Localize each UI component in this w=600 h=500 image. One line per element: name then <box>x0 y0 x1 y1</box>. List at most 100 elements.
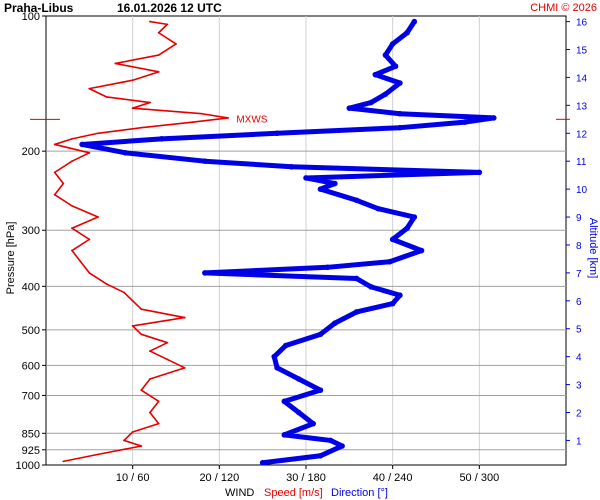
speed-point <box>71 227 73 230</box>
altitude-tick-label: 15 <box>576 46 588 57</box>
direction-point <box>404 225 410 232</box>
direction-point <box>476 169 483 176</box>
direction-point <box>281 398 288 405</box>
speed-point <box>131 325 134 327</box>
speed-point <box>192 121 195 124</box>
x-tick-label: 30 / 180 <box>286 472 326 484</box>
direction-point <box>353 309 360 315</box>
speed-point <box>71 249 73 252</box>
speed-point <box>149 350 151 352</box>
direction-point <box>339 443 345 449</box>
station-name: Praha-Libus <box>4 1 74 15</box>
direction-point <box>411 18 418 25</box>
speed-point <box>62 182 65 185</box>
speed-point <box>123 291 125 294</box>
speed-point <box>88 151 91 154</box>
x-tick-label: 10 / 60 <box>116 472 150 484</box>
speed-point <box>79 260 82 263</box>
speed-point <box>157 422 160 425</box>
direction-point <box>324 264 331 271</box>
altitude-tick-label: 3 <box>576 381 582 392</box>
direction-point <box>346 105 353 111</box>
speed-point <box>53 171 56 174</box>
pressure-tick-label: 1000 <box>16 460 40 472</box>
pressure-tick-label: 600 <box>22 360 40 372</box>
speed-point <box>157 31 160 34</box>
speed-point <box>97 216 99 218</box>
copyright-text: CHMI © 2026 <box>530 2 597 14</box>
speed-point <box>53 193 56 196</box>
speed-point <box>140 308 143 311</box>
x-label-direction: Direction [°] <box>331 487 388 499</box>
direction-point <box>303 175 309 181</box>
direction-point <box>397 110 403 117</box>
pressure-tick-label: 500 <box>22 325 40 337</box>
direction-point <box>418 247 425 254</box>
pressure-tick-label: 300 <box>22 225 40 237</box>
speed-point <box>157 70 160 73</box>
pressure-axis-label: Pressure [hPa] <box>5 222 17 295</box>
direction-point <box>295 376 302 382</box>
speed-point <box>62 460 65 463</box>
speed-point <box>149 101 151 104</box>
direction-point <box>332 180 338 187</box>
direction-point <box>389 236 396 243</box>
direction-point <box>411 214 418 220</box>
altitude-axis-label: Altitude [km] <box>587 218 599 279</box>
direction-point <box>397 124 403 131</box>
direction-point <box>288 163 295 170</box>
direction-point <box>386 258 393 265</box>
altitude-tick-label: 2 <box>576 409 582 420</box>
direction-point <box>397 80 403 86</box>
speed-point <box>88 238 91 241</box>
x-label-wind: WIND <box>225 487 254 499</box>
direction-point <box>382 52 389 58</box>
direction-point <box>281 432 288 438</box>
direction-point <box>332 320 338 326</box>
pressure-tick-label: 100 <box>22 11 40 23</box>
altitude-tick-label: 13 <box>576 101 588 112</box>
direction-point <box>271 353 278 360</box>
altitude-tick-label: 8 <box>576 241 582 252</box>
speed-point <box>71 160 73 163</box>
direction-point <box>282 342 289 349</box>
wind-series <box>53 18 497 466</box>
speed-point <box>201 112 203 115</box>
speed-point <box>227 117 229 119</box>
speed-point <box>53 143 56 146</box>
altitude-tick-label: 12 <box>576 129 588 140</box>
direction-point <box>122 150 129 156</box>
pressure-tick-label: 400 <box>22 281 40 293</box>
pressure-tick-label: 200 <box>22 146 40 158</box>
speed-line <box>53 20 229 463</box>
speed-point <box>140 389 143 392</box>
x-tick-label: 50 / 300 <box>459 472 499 484</box>
speed-point <box>149 20 151 23</box>
x-tick-label: 40 / 240 <box>373 472 413 484</box>
direction-point <box>368 284 374 290</box>
direction-point <box>295 409 302 416</box>
direction-point <box>389 300 396 307</box>
altitude-tick-label: 7 <box>576 269 582 280</box>
direction-point <box>310 420 317 427</box>
speed-point <box>166 341 169 344</box>
speed-point <box>88 271 91 274</box>
speed-point <box>97 453 99 456</box>
pressure-tick-label: 700 <box>22 390 40 402</box>
speed-point <box>71 137 73 140</box>
x-label-speed: Speed [m/s] <box>264 487 323 499</box>
direction-point <box>353 197 360 204</box>
speed-point <box>123 439 125 442</box>
direction-point <box>368 99 374 106</box>
speed-point <box>140 445 143 447</box>
direction-point <box>382 91 389 97</box>
sounding-datetime: 16.01.2026 12 UTC <box>117 1 222 15</box>
altitude-tick-label: 6 <box>576 297 582 308</box>
pressure-tick-label: 925 <box>22 445 40 457</box>
direction-point <box>202 158 208 164</box>
mxws-label: MXWS <box>236 114 267 125</box>
direction-point <box>375 205 382 212</box>
pressure-axis-ticks: 100 200 300 400 500 600 700 850 925 1000 <box>16 11 46 472</box>
speed-point <box>183 366 186 369</box>
